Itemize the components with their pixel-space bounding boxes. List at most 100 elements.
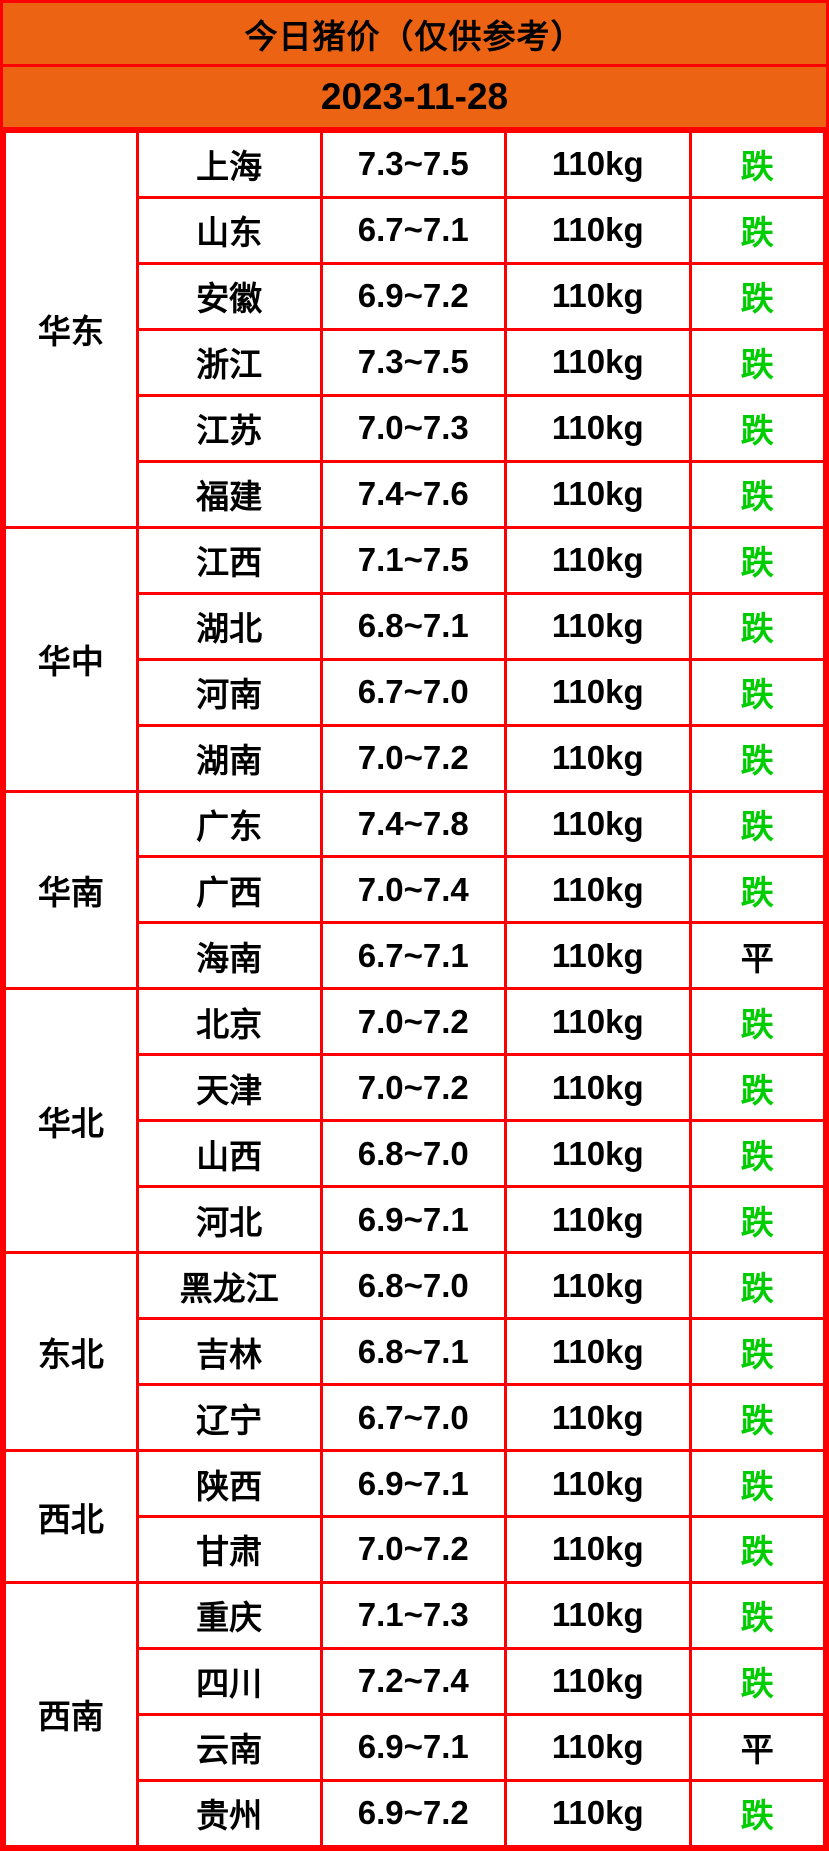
table-row: 安徽 6.9~7.2 110kg 跌 bbox=[5, 261, 826, 331]
status-cell: 跌 bbox=[688, 1053, 826, 1123]
price-range-cell: 7.4~7.8 bbox=[319, 789, 507, 859]
province-cell: 贵州 bbox=[135, 1778, 323, 1849]
price-range-cell: 6.9~7.1 bbox=[319, 1712, 507, 1782]
weight-cell: 110kg bbox=[504, 921, 692, 991]
price-range-cell: 7.4~7.6 bbox=[319, 459, 507, 529]
status-cell: 跌 bbox=[688, 987, 826, 1057]
price-range-cell: 7.0~7.2 bbox=[319, 723, 507, 793]
price-range-cell: 6.9~7.2 bbox=[319, 1778, 507, 1849]
weight-cell: 110kg bbox=[504, 987, 692, 1057]
province-cell: 黑龙江 bbox=[135, 1251, 323, 1321]
weight-cell: 110kg bbox=[504, 657, 692, 727]
table-row: 河北 6.9~7.1 110kg 跌 bbox=[5, 1185, 826, 1255]
table-row: 华东 上海 7.3~7.5 110kg 跌 bbox=[3, 130, 826, 529]
table-row: 华南 广东 7.4~7.8 110kg 跌 bbox=[3, 789, 826, 991]
weight-cell: 110kg bbox=[504, 459, 692, 529]
status-cell: 跌 bbox=[688, 855, 826, 925]
status-cell: 跌 bbox=[688, 130, 826, 199]
status-cell: 跌 bbox=[688, 195, 826, 265]
table-row: 浙江 7.3~7.5 110kg 跌 bbox=[5, 327, 826, 397]
province-cell: 江西 bbox=[135, 525, 323, 595]
table-row: 云南 6.9~7.1 110kg 平 bbox=[5, 1712, 826, 1782]
weight-cell: 110kg bbox=[504, 327, 692, 397]
weight-cell: 110kg bbox=[504, 1383, 692, 1453]
status-cell: 跌 bbox=[688, 657, 826, 727]
price-range-cell: 6.9~7.1 bbox=[319, 1185, 507, 1255]
price-range-cell: 7.0~7.4 bbox=[319, 855, 507, 925]
province-cell: 陕西 bbox=[135, 1449, 323, 1519]
province-cell: 山东 bbox=[135, 195, 323, 265]
status-cell: 跌 bbox=[688, 525, 826, 595]
page-title: 今日猪价（仅供参考） bbox=[3, 3, 826, 67]
status-cell: 跌 bbox=[688, 261, 826, 331]
table-row: 华中 江西 7.1~7.5 110kg 跌 bbox=[3, 525, 826, 793]
price-range-cell: 6.7~7.0 bbox=[319, 657, 507, 727]
weight-cell: 110kg bbox=[504, 1053, 692, 1123]
status-cell: 跌 bbox=[688, 723, 826, 793]
table-row: 海南 6.7~7.1 110kg 平 bbox=[5, 921, 826, 991]
price-range-cell: 7.1~7.5 bbox=[319, 525, 507, 595]
table-row: 山东 6.7~7.1 110kg 跌 bbox=[5, 195, 826, 265]
table-row: 湖北 6.8~7.1 110kg 跌 bbox=[5, 591, 826, 661]
weight-cell: 110kg bbox=[504, 789, 692, 859]
province-cell: 江苏 bbox=[135, 393, 323, 463]
status-cell: 跌 bbox=[688, 591, 826, 661]
province-cell: 福建 bbox=[135, 459, 323, 529]
table-row: 华北 北京 7.0~7.2 110kg 跌 bbox=[3, 987, 826, 1255]
region-cell: 华中 bbox=[3, 525, 139, 793]
weight-cell: 110kg bbox=[504, 525, 692, 595]
table-row: 贵州 6.9~7.2 110kg 跌 bbox=[5, 1778, 826, 1849]
province-cell: 北京 bbox=[135, 987, 323, 1057]
price-range-cell: 7.0~7.2 bbox=[319, 1515, 507, 1584]
status-cell: 跌 bbox=[688, 1449, 826, 1519]
province-cell: 广东 bbox=[135, 789, 323, 859]
weight-cell: 110kg bbox=[504, 1515, 692, 1584]
region-cell: 华东 bbox=[3, 130, 139, 529]
region-cell: 西北 bbox=[3, 1449, 139, 1584]
status-cell: 跌 bbox=[688, 1251, 826, 1321]
status-cell: 跌 bbox=[688, 1646, 826, 1716]
province-cell: 上海 bbox=[135, 130, 323, 199]
province-cell: 湖北 bbox=[135, 591, 323, 661]
status-cell: 跌 bbox=[688, 1317, 826, 1387]
weight-cell: 110kg bbox=[504, 591, 692, 661]
province-cell: 甘肃 bbox=[135, 1515, 323, 1584]
weight-cell: 110kg bbox=[504, 723, 692, 793]
table-row: 天津 7.0~7.2 110kg 跌 bbox=[5, 1053, 826, 1123]
province-cell: 山西 bbox=[135, 1119, 323, 1189]
table-row: 广西 7.0~7.4 110kg 跌 bbox=[5, 855, 826, 925]
price-range-cell: 7.2~7.4 bbox=[319, 1646, 507, 1716]
province-cell: 海南 bbox=[135, 921, 323, 991]
weight-cell: 110kg bbox=[504, 261, 692, 331]
table-row: 河南 6.7~7.0 110kg 跌 bbox=[5, 657, 826, 727]
table-row: 西北 陕西 6.9~7.1 110kg 跌 bbox=[3, 1449, 826, 1584]
province-cell: 云南 bbox=[135, 1712, 323, 1782]
status-cell: 跌 bbox=[688, 789, 826, 859]
table-row: 辽宁 6.7~7.0 110kg 跌 bbox=[5, 1383, 826, 1453]
price-range-cell: 6.8~7.0 bbox=[319, 1251, 507, 1321]
province-cell: 辽宁 bbox=[135, 1383, 323, 1453]
weight-cell: 110kg bbox=[504, 1449, 692, 1519]
weight-cell: 110kg bbox=[504, 195, 692, 265]
weight-cell: 110kg bbox=[504, 1778, 692, 1849]
price-range-cell: 6.8~7.1 bbox=[319, 1317, 507, 1387]
status-cell: 平 bbox=[688, 1712, 826, 1782]
weight-cell: 110kg bbox=[504, 1119, 692, 1189]
region-cell: 华北 bbox=[3, 987, 139, 1255]
weight-cell: 110kg bbox=[504, 1580, 692, 1650]
region-cell: 东北 bbox=[3, 1251, 139, 1453]
province-cell: 重庆 bbox=[135, 1580, 323, 1650]
status-cell: 跌 bbox=[688, 459, 826, 529]
price-table: 华东 上海 7.3~7.5 110kg 跌山东 6.7~7.1 110kg 跌安徽 6.9~7.… bbox=[3, 130, 826, 1849]
status-cell: 跌 bbox=[688, 1778, 826, 1849]
price-range-cell: 6.7~7.0 bbox=[319, 1383, 507, 1453]
status-cell: 平 bbox=[688, 921, 826, 991]
province-cell: 广西 bbox=[135, 855, 323, 925]
status-cell: 跌 bbox=[688, 1119, 826, 1189]
status-cell: 跌 bbox=[688, 1185, 826, 1255]
weight-cell: 110kg bbox=[504, 855, 692, 925]
status-cell: 跌 bbox=[688, 327, 826, 397]
province-cell: 浙江 bbox=[135, 327, 323, 397]
weight-cell: 110kg bbox=[504, 1646, 692, 1716]
price-range-cell: 7.0~7.2 bbox=[319, 1053, 507, 1123]
